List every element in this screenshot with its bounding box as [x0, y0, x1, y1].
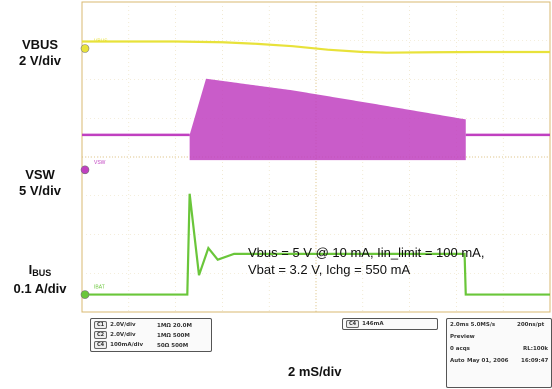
channel-settings-panel: C1 2.0V/div C2 2.0V/div C4 100mA/div 1MΩ 20…	[90, 318, 212, 352]
ibus-tag: IBAT	[94, 285, 105, 291]
ch2-chip: C2	[94, 331, 108, 339]
ch4-chip: C4	[94, 341, 108, 349]
ibus-name-sub: BUS	[32, 268, 52, 278]
ch4-scale: 100mA/div	[110, 342, 144, 348]
ibus-name-main: I	[28, 262, 33, 277]
acq-count: 0 acqs	[450, 346, 470, 352]
vbus-ground-marker	[80, 44, 90, 53]
vbus-scale: 2 V/div	[19, 53, 61, 68]
vbus-tag: VBUS	[94, 39, 108, 45]
ch1-chip: C1	[94, 321, 108, 329]
vsw-ground-marker	[80, 165, 90, 175]
acq-mode: Preview	[450, 334, 475, 340]
acq-record-length: RL:100k	[523, 346, 549, 352]
vsw-switching-envelope	[189, 78, 466, 161]
acq-pt: 200ns/pt	[517, 322, 545, 328]
ch2-settings: C2 2.0V/div	[94, 331, 136, 339]
ch2-coupling: 1MΩ 500M	[157, 333, 190, 339]
trigger-chip: C4	[346, 320, 360, 328]
ch1-coupling: 1MΩ 20.0M	[157, 323, 192, 329]
acq-date: May 01, 2006	[467, 358, 509, 364]
test-conditions-annotation: Vbus = 5 V @ 10 mA, Iin_limit = 100 mA, …	[248, 244, 548, 278]
ibus-name: IBUS	[0, 262, 80, 281]
vsw-scale: 5 V/div	[19, 183, 61, 198]
trigger-panel: C4 146mA	[342, 318, 438, 330]
ibus-scale: 0.1 A/div	[13, 281, 67, 296]
ground-markers: VBUS VSW IBAT	[80, 39, 108, 299]
ch4-coupling: 50Ω 500M	[157, 343, 189, 349]
acq-timebase: 2.0ms 5.0MS/s	[450, 322, 496, 328]
ch2-scale: 2.0V/div	[110, 332, 136, 338]
annotation-line-2: Vbat = 3.2 V, Ichg = 550 mA	[248, 262, 411, 277]
trigger-level: 146mA	[362, 321, 384, 327]
vsw-name: VSW	[25, 167, 55, 182]
vbus-label: VBUS 2 V/div	[0, 37, 80, 69]
acq-time: 16:09:47	[521, 358, 549, 364]
vbus-name: VBUS	[21, 37, 59, 52]
trigger-settings: C4 146mA	[346, 320, 384, 328]
acquisition-panel: 2.0ms 5.0MS/s 200ns/pt Preview 0 acqs RL…	[446, 318, 552, 388]
annotation-line-1: Vbus = 5 V @ 10 mA, Iin_limit = 100 mA,	[248, 245, 485, 260]
ch4-settings: C4 100mA/div	[94, 341, 143, 349]
vsw-tag: VSW	[94, 160, 106, 166]
ch1-scale: 2.0V/div	[110, 322, 136, 328]
ibus-trace	[82, 193, 550, 296]
ibus-ground-marker	[80, 290, 90, 299]
ch1-settings: C1 2.0V/div	[94, 321, 136, 329]
acq-auto: Auto	[450, 358, 465, 364]
ibus-label: IBUS 0.1 A/div	[0, 262, 80, 297]
traces	[82, 40, 550, 296]
vsw-label: VSW 5 V/div	[0, 167, 80, 199]
timebase-label: 2 mS/div	[288, 364, 342, 379]
vbus-trace	[82, 40, 550, 54]
